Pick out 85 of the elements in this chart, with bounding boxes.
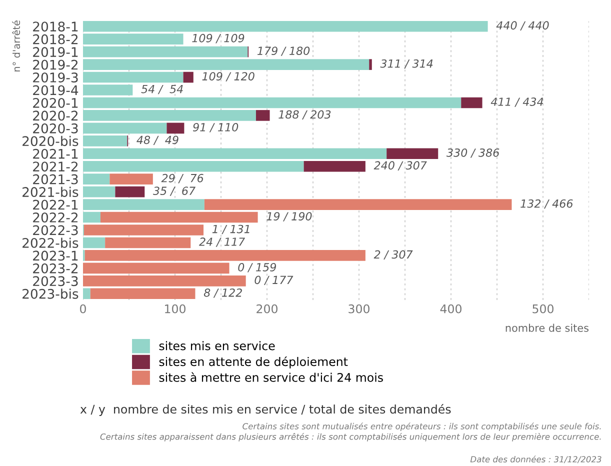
y-tick-label: 2021-3 [33, 174, 78, 184]
y-tick-label: 2022-2 [33, 212, 78, 222]
total-label: 440 / 440 [496, 21, 549, 30]
legend-label: sites en attente de déploiement [159, 356, 348, 368]
total-label: 29 / 76 [161, 174, 204, 184]
bar [83, 97, 462, 108]
bar [369, 59, 372, 70]
bar [386, 148, 438, 160]
y-tick-label: 2018-1 [33, 22, 78, 32]
total-label: 330 / 386 [446, 148, 500, 158]
text: x / y nombre de sites mis en service / total de sites demandés [80, 404, 451, 416]
y-tick-label: 2022-3 [33, 225, 78, 236]
bar [83, 46, 248, 58]
y-tick-label: 2020-bis [22, 136, 78, 146]
x-tick-label: 0 [80, 304, 86, 314]
bar [83, 186, 116, 198]
total-label: 91 / 110 [193, 123, 238, 132]
bar [84, 224, 204, 236]
x-tick-label: 100 [165, 304, 186, 314]
legend-label: sites mis en service [159, 341, 275, 350]
bar [183, 72, 194, 83]
bar [115, 186, 145, 198]
total-label: 54 / 54 [141, 84, 183, 94]
total-label: 2 / 307 [374, 250, 413, 260]
bar [83, 72, 184, 83]
total-label: 1 / 131 [212, 224, 250, 234]
bar [84, 250, 366, 261]
total-label: 0 / 177 [254, 276, 294, 286]
total-label: 188 / 203 [278, 110, 331, 120]
bar [461, 97, 482, 108]
y-tick-label: 2021-2 [33, 162, 78, 172]
total-label: 48 / 49 [136, 136, 178, 146]
y-tick-label: 2022-bis [22, 238, 78, 248]
y-tick-label: 2019-4 [33, 85, 78, 96]
y-tick-label: 2018-2 [33, 34, 78, 44]
total-label: 8 / 122 [204, 288, 242, 298]
total-label: 311 / 314 [380, 59, 433, 69]
x-tick-label: 500 [532, 304, 554, 314]
y-tick-label: 2023-3 [33, 276, 78, 286]
total-label: 0 / 159 [238, 263, 276, 272]
x-tick-label: 400 [440, 304, 462, 314]
total-label: 19 / 190 [266, 212, 312, 222]
total-label: 109 / 120 [202, 72, 254, 82]
bar [83, 237, 106, 248]
bar [100, 212, 258, 223]
y-tick-label: 2020-2 [33, 110, 78, 121]
y-tick-label: 2020-1 [33, 98, 78, 108]
bar [105, 237, 191, 248]
y-tick-label: 2019-1 [33, 47, 78, 58]
bar [204, 199, 512, 210]
bar [83, 59, 370, 70]
x-tick-label: 300 [348, 304, 370, 314]
total-label: 240 / 307 [374, 161, 427, 170]
y-tick-label: 2020-3 [33, 123, 78, 134]
bar [166, 122, 184, 134]
bar [83, 122, 167, 134]
total-label: 411 / 434 [490, 98, 544, 107]
total-label: 109 / 109 [192, 34, 244, 44]
text: Date des données : 31/12/2023 [470, 456, 602, 464]
y-tick-label: 2019-2 [33, 60, 78, 70]
bar [110, 174, 153, 184]
text: Certains sites sont mutualisés entre opérateurs : ils sont comptabilisés une seule fois. Certains sites apparaissent dans plusieurs arrêtés : ils sont comptabilisés uniquement lors de leur première occurrence. [100, 422, 601, 442]
y-tick-label: 2023-1 [33, 250, 78, 261]
total-label: 24 / 117 [199, 238, 246, 247]
y-tick-label: 2021-bis [22, 186, 78, 198]
y-axis-title: n° d'arrêté [12, 20, 20, 72]
bar [83, 84, 133, 96]
y-tick-label: 2021-1 [33, 148, 78, 159]
total-label: 132 / 466 [520, 199, 573, 209]
y-tick-label: 2022-1 [33, 200, 78, 210]
bar [256, 110, 270, 121]
y-tick-label: 2023-bis [22, 288, 78, 299]
y-tick-label: 2019-3 [33, 72, 78, 82]
x-tick-label: 200 [256, 304, 278, 314]
x-axis-title: nombre de sites [506, 324, 588, 332]
bar [83, 110, 256, 121]
bar [83, 199, 204, 210]
total-label: 35 / 67 [152, 186, 196, 196]
bar [83, 212, 100, 223]
y-tick-label: 2023-2 [33, 263, 78, 274]
bar [83, 288, 90, 300]
bar [83, 262, 230, 274]
bar [304, 160, 366, 172]
legend-label: sites à mettre en service d'ici 24 mois [159, 372, 383, 382]
total-label: 179 / 180 [257, 46, 310, 56]
